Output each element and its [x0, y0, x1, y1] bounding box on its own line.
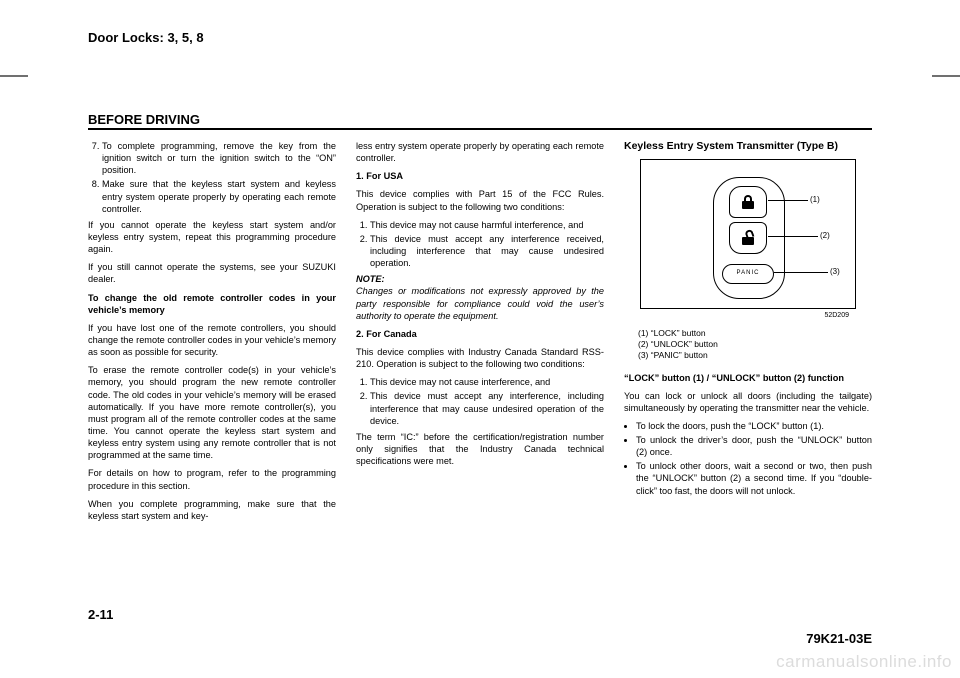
panic-button-graphic: PANIC: [722, 264, 774, 284]
para-details: For details on how to program, refer to …: [88, 467, 336, 491]
column-3: Keyless Entry System Transmitter (Type B…: [624, 140, 872, 528]
manual-page: Door Locks: 3, 5, 8 BEFORE DRIVING To co…: [0, 0, 960, 678]
usa-intro: This device complies with Part 15 of the…: [356, 188, 604, 212]
note-label: NOTE:: [356, 274, 385, 284]
para-continuation: less entry system operate properly by op…: [356, 140, 604, 164]
callout-3: (3): [830, 267, 840, 278]
para-dealer: If you still cannot operate the systems,…: [88, 261, 336, 285]
legend-1: (1) “LOCK” button: [638, 328, 872, 339]
unlock-button-graphic: [729, 222, 767, 254]
section-title: BEFORE DRIVING: [88, 112, 200, 127]
canada-conditions: This device may not cause interference, …: [356, 376, 604, 427]
canada-ic: The term “IC:” before the certification/…: [356, 431, 604, 467]
bullet-lock: To lock the doors, push the “LOCK” butto…: [636, 420, 872, 432]
transmitter-figure: PANIC (1) (2) (3): [640, 159, 856, 309]
section-rule: [88, 128, 872, 130]
column-1: To complete programming, remove the key …: [88, 140, 336, 528]
callout-line-1: [768, 200, 808, 201]
running-header: Door Locks: 3, 5, 8: [88, 30, 204, 45]
usa-cond-1: This device may not cause harmful interf…: [370, 219, 604, 231]
content-columns: To complete programming, remove the key …: [88, 140, 872, 528]
can-cond-2: This device must accept any interference…: [370, 390, 604, 426]
para-complete: When you complete programming, make sure…: [88, 498, 336, 522]
canada-heading: 2. For Canada: [356, 328, 604, 340]
para-cannot-operate: If you cannot operate the keyless start …: [88, 219, 336, 255]
legend-2: (2) “UNLOCK” button: [638, 339, 872, 350]
callout-line-3: [774, 272, 828, 273]
crop-mark-right: [932, 75, 960, 77]
usa-conditions: This device may not cause harmful interf…: [356, 219, 604, 270]
figure-legend: (1) “LOCK” button (2) “UNLOCK” button (3…: [638, 328, 872, 361]
transmitter-title: Keyless Entry System Transmitter (Type B…: [624, 140, 872, 153]
callout-1: (1): [810, 195, 820, 206]
unlock-icon: [742, 231, 754, 245]
procedure-list: To complete programming, remove the key …: [88, 140, 336, 215]
column-2: less entry system operate properly by op…: [356, 140, 604, 528]
step-8: Make sure that the keyless start system …: [102, 178, 336, 214]
para-lost-controller: If you have lost one of the remote contr…: [88, 322, 336, 358]
lock-unlock-bullets: To lock the doors, push the “LOCK” butto…: [624, 420, 872, 497]
para-erase-codes: To erase the remote controller code(s) i…: [88, 364, 336, 461]
document-code: 79K21-03E: [806, 631, 872, 646]
note-block: NOTE: Changes or modifications not expre…: [356, 273, 604, 322]
callout-2: (2): [820, 231, 830, 242]
callout-line-2: [768, 236, 818, 237]
can-cond-1: This device may not cause interference, …: [370, 376, 604, 388]
change-codes-heading: To change the old remote controller code…: [88, 292, 336, 316]
legend-3: (3) “PANIC” button: [638, 350, 872, 361]
bullet-unlock-driver: To unlock the driver’s door, push the “U…: [636, 434, 872, 458]
note-body: Changes or modifications not expressly a…: [356, 286, 604, 320]
page-number: 2-11: [88, 607, 113, 622]
usa-cond-2: This device must accept any interference…: [370, 233, 604, 269]
lock-icon: [742, 195, 754, 209]
lock-button-graphic: [729, 186, 767, 218]
bullet-unlock-other: To unlock other doors, wait a second or …: [636, 460, 872, 496]
figure-number: 52D209: [639, 311, 857, 320]
lock-unlock-heading: “LOCK” button (1) / “UNLOCK” button (2) …: [624, 372, 872, 384]
watermark: carmanualsonline.info: [776, 652, 952, 672]
step-7: To complete programming, remove the key …: [102, 140, 336, 176]
lock-unlock-body: You can lock or unlock all doors (includ…: [624, 390, 872, 414]
canada-intro: This device complies with Industry Canad…: [356, 346, 604, 370]
usa-heading: 1. For USA: [356, 170, 604, 182]
key-fob-graphic: PANIC (1) (2) (3): [688, 172, 808, 302]
crop-mark-left: [0, 75, 28, 77]
